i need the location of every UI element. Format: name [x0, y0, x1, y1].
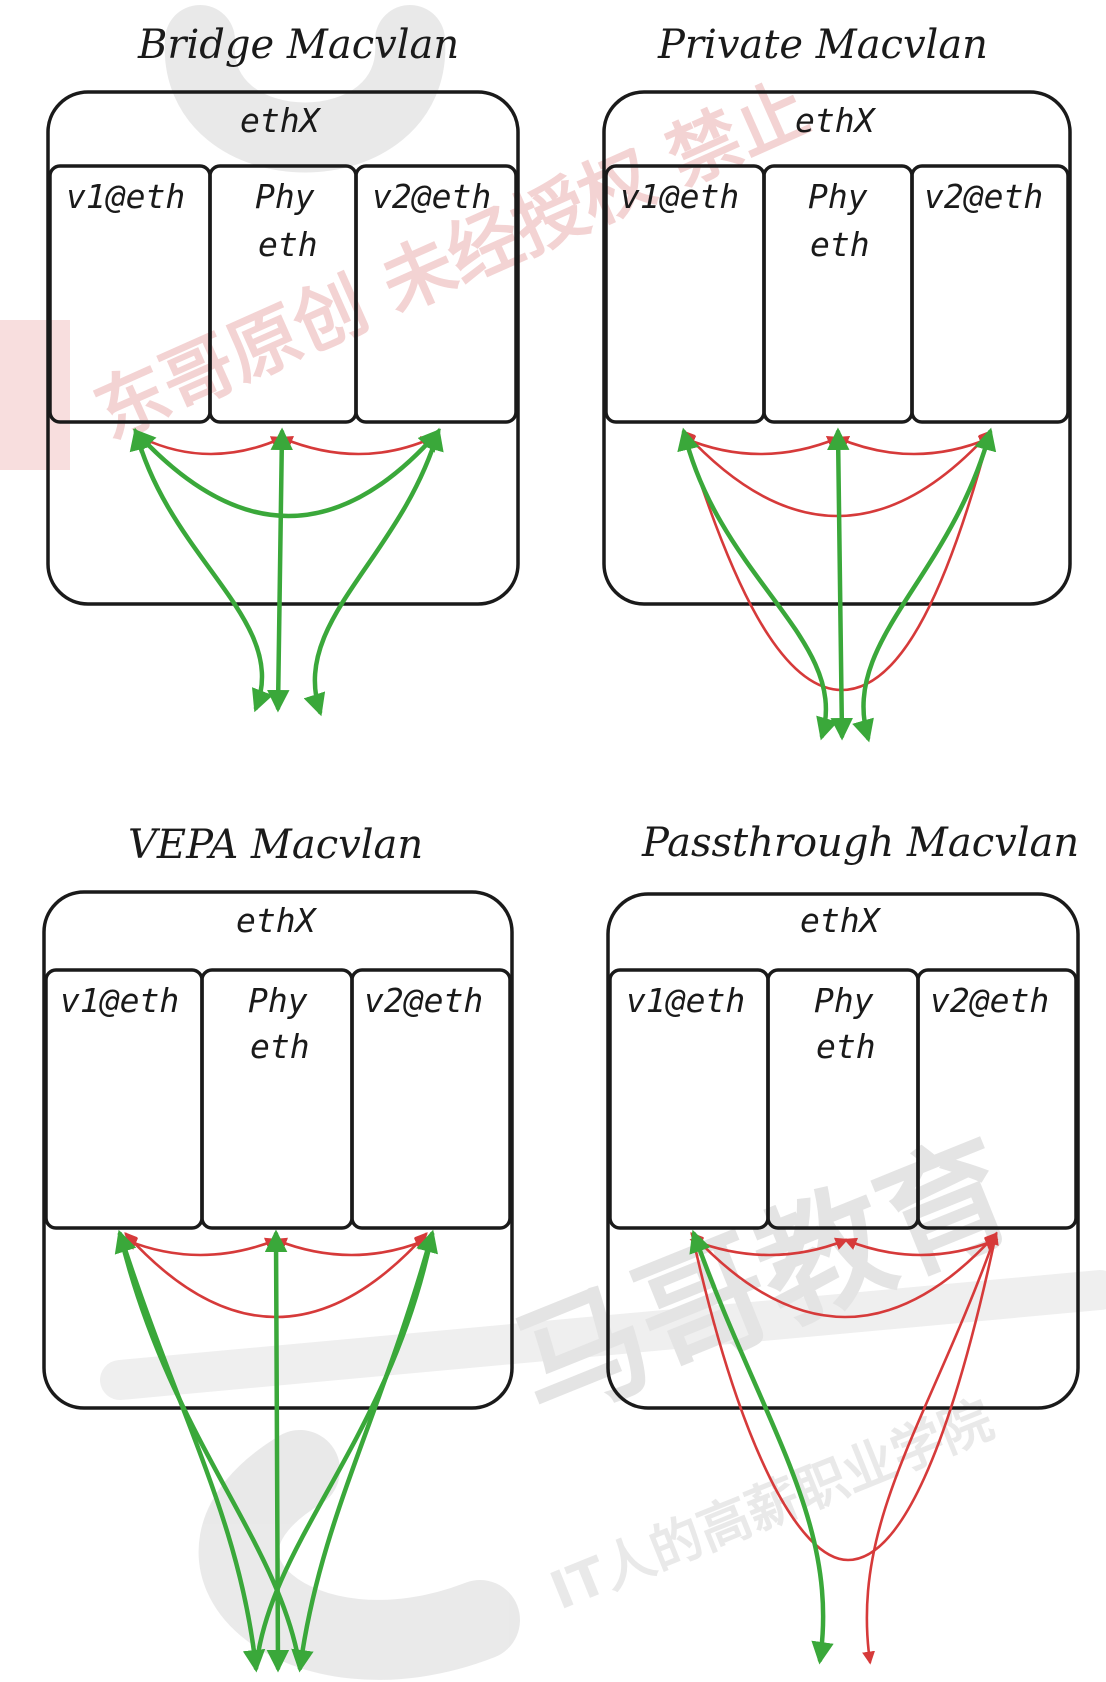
- external-path-v2: [303, 427, 444, 717]
- external-path-v2: [852, 427, 997, 743]
- external-path-phy: [826, 427, 854, 741]
- panel-title: Bridge Macvlan: [137, 22, 459, 68]
- watermark-red-block: [0, 320, 70, 470]
- panel-title: VEPA Macvlan: [128, 822, 423, 868]
- slot-v1-label: v1@eth: [626, 981, 745, 1020]
- interface-label: ethX: [240, 101, 322, 140]
- interface-label: ethX: [800, 901, 882, 940]
- watermark-ring-top: [164, 5, 446, 173]
- slot-v2-label: v2@eth: [924, 177, 1043, 216]
- watermark-ring-bottom: [198, 1430, 520, 1680]
- internal-path-phy-v2: [279, 435, 435, 456]
- bridge-path-v1-v2: [132, 428, 441, 519]
- slot-phy-sublabel: eth: [258, 225, 318, 264]
- slot-phy-label: Phy: [248, 981, 308, 1020]
- external-path-v1: [689, 1229, 834, 1665]
- slot-v2: [910, 164, 1070, 424]
- internal-path-v1-phy: [681, 435, 841, 456]
- slot-phy-label: Phy: [814, 981, 874, 1020]
- slot-v2: [354, 164, 518, 424]
- external-path-v2: [862, 1231, 999, 1665]
- slot-phy-label: Phy: [808, 177, 868, 216]
- slot-phy-sublabel: eth: [810, 225, 870, 264]
- internal-path-v1-phy: [139, 436, 285, 456]
- slot-v1-label: v1@eth: [66, 177, 185, 216]
- external-path-v2-return: [253, 1231, 435, 1671]
- external-path-v2: [291, 1229, 438, 1673]
- interface-label: ethX: [236, 901, 318, 940]
- slot-v2-label: v2@eth: [930, 981, 1049, 1020]
- slot-v1-label: v1@eth: [60, 981, 179, 1020]
- slot-phy-label: Phy: [255, 177, 315, 216]
- interface-label: ethX: [795, 101, 877, 140]
- panel-vepa: VEPA Macvlan ethX v1@eth Phy eth v2@eth: [42, 822, 514, 1673]
- slot-v2-label: v2@eth: [372, 177, 491, 216]
- external-path-v1: [129, 427, 273, 713]
- slot-v1-label: v1@eth: [620, 177, 739, 216]
- panel-passthrough: Passthrough Macvlan ethX v1@eth Phy eth …: [606, 820, 1080, 1665]
- internal-path-phy-v2: [273, 1237, 429, 1257]
- panel-title: Private Macvlan: [657, 22, 988, 68]
- external-path-phy: [264, 1229, 290, 1673]
- internal-path-v1-phy: [123, 1237, 279, 1257]
- slot-v2: [916, 968, 1078, 1230]
- slot-phy-sublabel: eth: [816, 1027, 876, 1066]
- internal-path-phy-v2: [835, 436, 993, 456]
- external-path-phy: [267, 427, 293, 713]
- panel-private: Private Macvlan ethX v1@eth Phy eth v2@e…: [602, 22, 1072, 743]
- host-box: [606, 892, 1080, 1410]
- panel-bridge: Bridge Macvlan ethX v1@eth Phy eth v2@et…: [46, 22, 520, 717]
- slot-phy-sublabel: eth: [250, 1027, 310, 1066]
- external-path-v1: [677, 427, 838, 741]
- slot-v2-label: v2@eth: [364, 981, 483, 1020]
- external-path-v1: [114, 1229, 266, 1673]
- panel-title: Passthrough Macvlan: [641, 820, 1079, 866]
- slot-v2: [350, 968, 512, 1230]
